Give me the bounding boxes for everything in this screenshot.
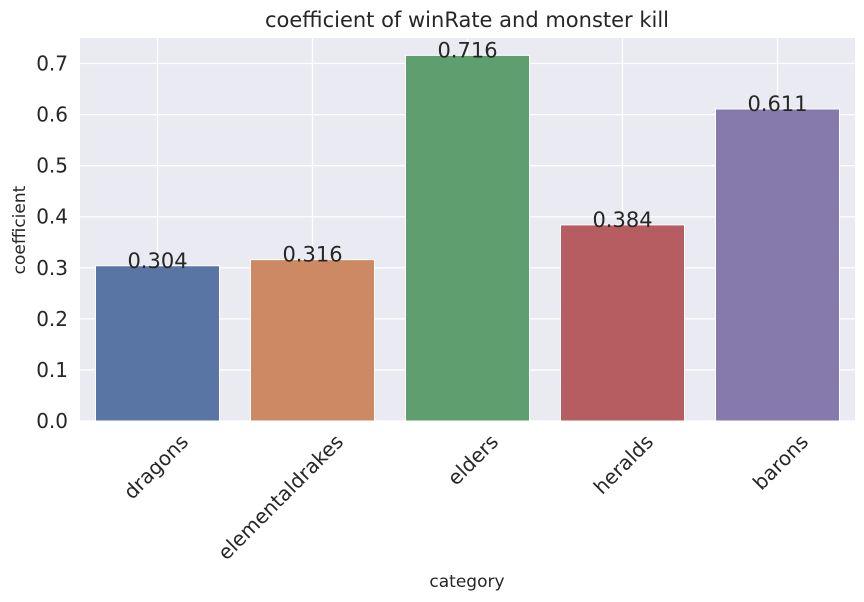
bar-barons — [715, 108, 840, 422]
y-tick-label: 0.0 — [36, 409, 68, 433]
y-tick-label: 0.4 — [36, 205, 68, 229]
y-tick-label: 0.6 — [36, 103, 68, 127]
x-axis-label: category — [429, 572, 504, 592]
x-tick-label: elders — [443, 430, 503, 490]
y-tick-label: 0.2 — [36, 307, 68, 331]
bar-value-label: 0.384 — [592, 208, 652, 232]
y-tick-label: 0.3 — [36, 256, 68, 280]
bar-heralds — [560, 224, 685, 422]
bar-elders — [405, 54, 530, 422]
x-tick-label: barons — [748, 430, 813, 495]
bar-value-label: 0.316 — [282, 243, 342, 267]
y-tick-label: 0.1 — [36, 358, 68, 382]
bars — [95, 54, 840, 422]
bar-value-label: 0.611 — [747, 92, 807, 116]
data-labels: 0.304 0.316 0.716 0.384 0.611 — [127, 38, 807, 272]
y-tick-label: 0.7 — [36, 52, 68, 76]
x-tick-label: elementaldrakes — [213, 430, 348, 565]
bar-value-label: 0.716 — [437, 38, 497, 62]
y-axis-label: coefficient — [10, 185, 30, 274]
y-tick-label: 0.5 — [36, 154, 68, 178]
bar-dragons — [95, 265, 220, 422]
bar-value-label: 0.304 — [127, 249, 187, 273]
bar-elementaldrakes — [250, 259, 375, 422]
x-tick-label: heralds — [589, 430, 658, 499]
x-tick-label: dragons — [119, 430, 193, 504]
chart-title: coefficient of winRate and monster kill — [265, 8, 669, 32]
